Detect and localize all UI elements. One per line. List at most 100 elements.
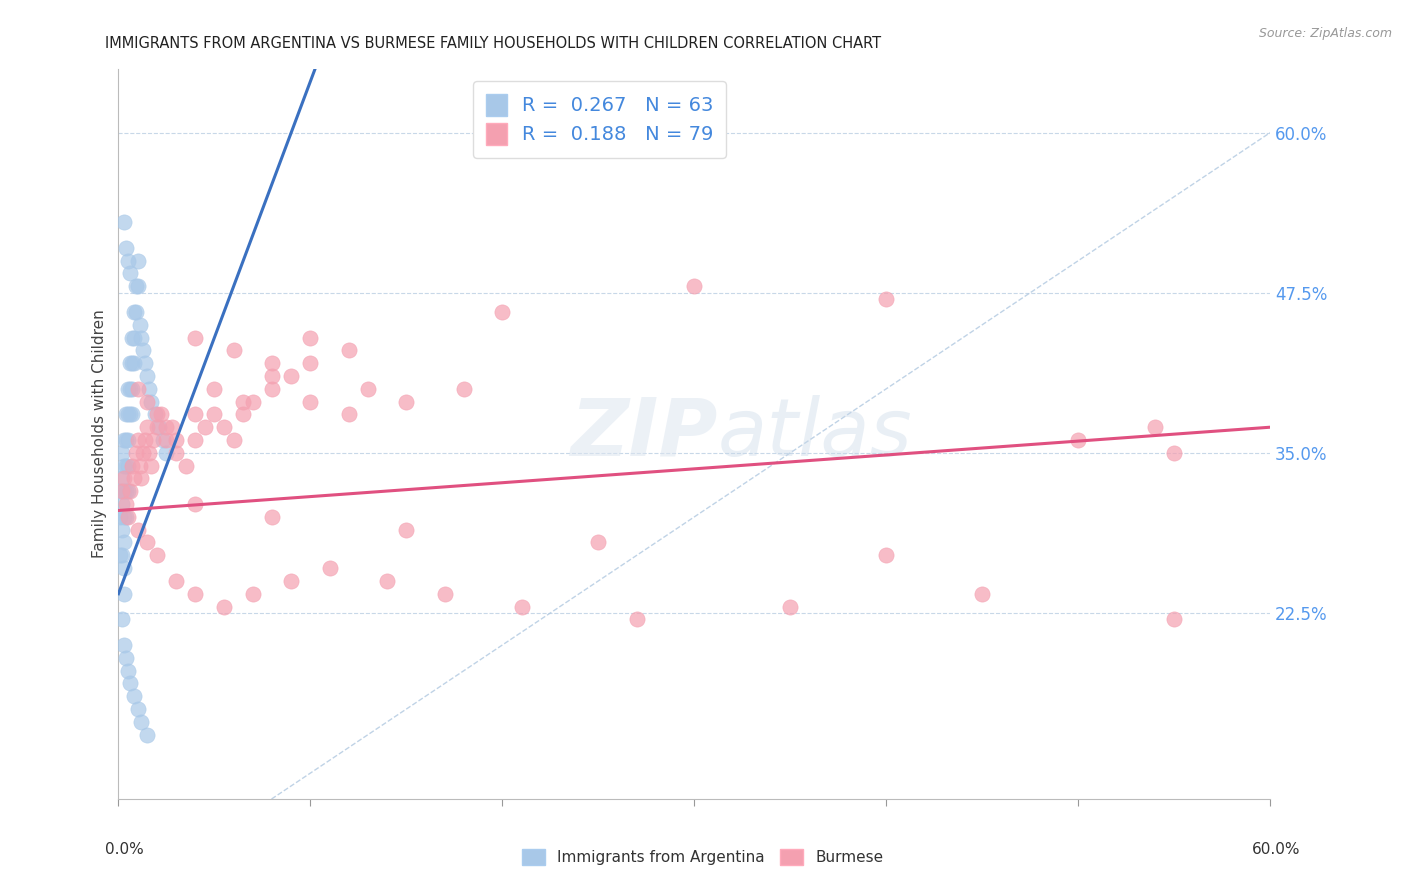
Point [125,305,148,319]
Point [142,433,165,447]
Point [122,356,145,370]
Point [260,356,283,370]
Point [118,408,141,422]
Point [318,561,340,575]
Point [121,458,143,473]
Point [127,702,149,716]
Point [115,458,138,473]
Point [117,664,139,678]
Point [222,433,245,447]
Point [117,509,139,524]
Point [683,279,706,293]
Point [115,509,138,524]
Point [138,446,160,460]
Point [184,330,207,344]
Point [155,433,177,447]
Point [111,484,134,499]
Point [112,587,135,601]
Point [115,497,138,511]
Point [152,433,174,447]
Point [184,433,207,447]
Point [1163,446,1185,460]
Point [132,446,155,460]
Point [125,446,148,460]
Legend: Immigrants from Argentina, Burmese: Immigrants from Argentina, Burmese [516,843,890,871]
Point [128,318,150,332]
Point [280,574,302,588]
Point [112,215,135,229]
Point [280,368,302,383]
Point [110,549,132,563]
Point [242,587,264,601]
Point [127,382,149,396]
Point [491,305,513,319]
Point [134,356,156,370]
Point [165,574,187,588]
Point [143,408,166,422]
Point [875,292,897,306]
Point [127,523,149,537]
Point [111,471,134,485]
Point [204,382,226,396]
Point [122,471,145,485]
Point [260,368,283,383]
Point [112,471,135,485]
Point [184,497,207,511]
Point [131,471,153,485]
Point [117,408,139,422]
Point [112,458,135,473]
Point [375,574,398,588]
Point [121,356,143,370]
Point [138,382,160,396]
Point [127,279,149,293]
Point [212,420,235,434]
Point [395,523,418,537]
Point [118,382,141,396]
Point [128,458,150,473]
Text: ZIP: ZIP [569,394,717,473]
Point [111,549,134,563]
Point [972,587,994,601]
Point [357,382,380,396]
Point [1163,612,1185,626]
Point [232,394,254,409]
Point [204,408,226,422]
Point [1144,420,1167,434]
Text: IMMIGRANTS FROM ARGENTINA VS BURMESE FAMILY HOUSEHOLDS WITH CHILDREN CORRELATION: IMMIGRANTS FROM ARGENTINA VS BURMESE FAM… [105,36,882,51]
Text: atlas: atlas [717,394,912,473]
Point [626,612,648,626]
Point [111,612,134,626]
Point [121,408,143,422]
Point [184,587,207,601]
Point [1067,433,1090,447]
Point [510,599,533,614]
Point [131,714,153,729]
Point [112,433,135,447]
Point [134,433,156,447]
Text: 60.0%: 60.0% [1253,842,1301,856]
Point [242,394,264,409]
Point [118,676,141,690]
Point [122,330,145,344]
Point [146,549,169,563]
Point [165,433,187,447]
Point [155,446,177,460]
Point [232,408,254,422]
Point [111,497,134,511]
Point [875,549,897,563]
Point [127,433,149,447]
Point [112,561,135,575]
Point [110,484,132,499]
Point [122,690,145,704]
Point [110,509,132,524]
Point [131,330,153,344]
Point [299,394,322,409]
Text: Source: ZipAtlas.com: Source: ZipAtlas.com [1258,27,1392,40]
Point [118,484,141,499]
Point [115,408,138,422]
Legend: R =  0.267   N = 63, R =  0.188   N = 79: R = 0.267 N = 63, R = 0.188 N = 79 [472,81,725,158]
Point [112,484,135,499]
Point [149,408,172,422]
Point [112,535,135,549]
Point [212,599,235,614]
